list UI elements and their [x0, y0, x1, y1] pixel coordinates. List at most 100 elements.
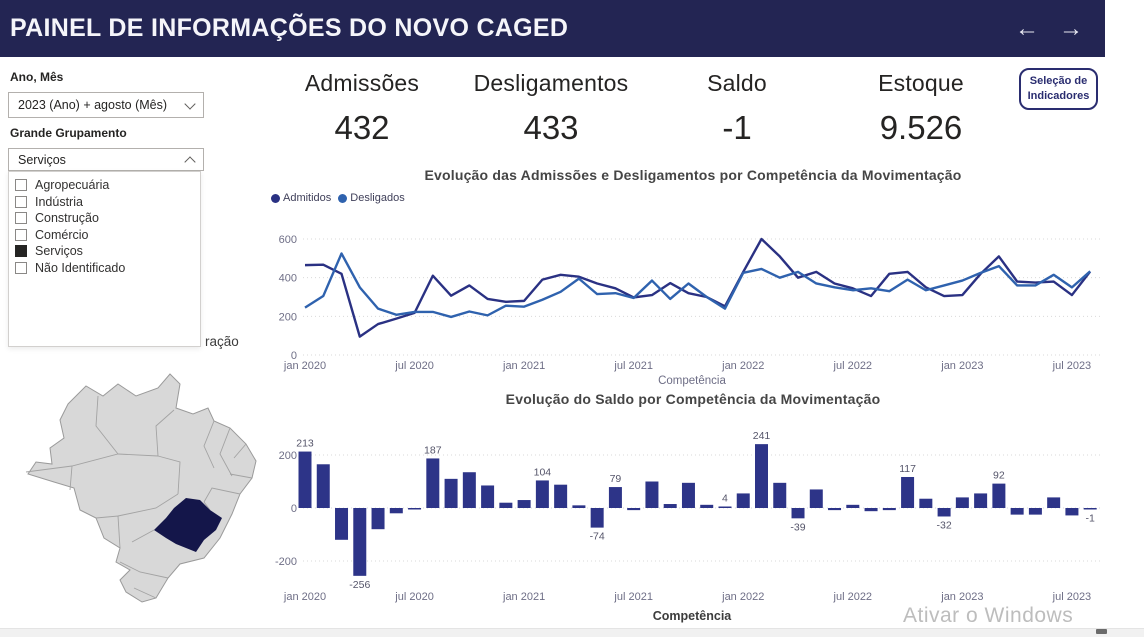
bar-mai-2021[interactable]: [590, 508, 604, 528]
bar-nov-2021[interactable]: [700, 504, 714, 508]
bar-jun-2022[interactable]: [828, 508, 842, 511]
bar-jan-2020[interactable]: [298, 451, 312, 508]
svg-text:jul 2022: jul 2022: [833, 360, 873, 372]
bar-jan-2021[interactable]: [517, 500, 531, 508]
bar-abr-2023[interactable]: [1010, 508, 1024, 515]
svg-text:187: 187: [424, 444, 442, 456]
svg-text:-256: -256: [349, 579, 370, 591]
line-chart[interactable]: 0 200 400 600 jan 2020 jul 2020 jan 2021 jul 20…: [279, 206, 1113, 390]
line-chart-title: Evolução das Admissões e Desligamentos p…: [424, 167, 962, 183]
svg-text:104: 104: [534, 466, 552, 478]
bar-jul-2023[interactable]: [1065, 508, 1079, 516]
bar-jun-2020[interactable]: [389, 508, 403, 514]
selecao-indicadores-button[interactable]: Seleção de Indicadores: [1019, 68, 1098, 110]
back-arrow-icon[interactable]: ←: [1015, 14, 1039, 42]
bar-mai-2022[interactable]: [809, 489, 823, 508]
checkbox-icon[interactable]: [15, 195, 27, 208]
bar-abr-2022[interactable]: [791, 508, 805, 519]
svg-text:4: 4: [722, 493, 728, 505]
svg-text:-1: -1: [1086, 513, 1095, 525]
bar-mai-2020[interactable]: [371, 508, 385, 530]
bar-abr-2021[interactable]: [572, 505, 586, 508]
bar-set-2021[interactable]: [663, 504, 677, 508]
bar-mar-2021[interactable]: [554, 484, 568, 508]
grupamento-option[interactable]: Agropecuária: [15, 177, 200, 194]
bar-dez-2020[interactable]: [499, 502, 513, 508]
bar-set-2020[interactable]: [444, 478, 458, 508]
grupamento-option[interactable]: Comércio: [15, 227, 200, 244]
bar-mar-2022[interactable]: [773, 482, 787, 508]
grupamento-option[interactable]: Serviços: [15, 243, 200, 260]
bar-abr-2020[interactable]: [353, 508, 367, 576]
checkbox-icon[interactable]: [15, 228, 27, 241]
legend-item[interactable]: Admitidos: [271, 192, 331, 204]
bar-chart-title: Evolução do Saldo por Competência da Mov…: [505, 391, 881, 407]
bar-out-2022[interactable]: [901, 476, 915, 508]
forward-arrow-icon[interactable]: →: [1059, 14, 1083, 42]
checkbox-icon[interactable]: [15, 245, 27, 258]
svg-text:213: 213: [296, 438, 314, 450]
grupamento-label: Grande Grupamento: [10, 126, 127, 140]
bar-jul-2022[interactable]: [846, 504, 860, 508]
bar-fev-2023[interactable]: [974, 493, 988, 508]
bar-ago-2021[interactable]: [645, 481, 659, 509]
bar-ago-2020[interactable]: [426, 458, 440, 508]
legend-item[interactable]: Desligados: [338, 192, 405, 204]
svg-text:Competência: Competência: [653, 609, 733, 623]
bar-jun-2023[interactable]: [1047, 497, 1061, 508]
bar-jan-2022[interactable]: [736, 493, 750, 508]
bar-ago-2023[interactable]: [1083, 508, 1097, 510]
bar-out-2020[interactable]: [462, 472, 476, 508]
grupamento-option[interactable]: Não Identificado: [15, 260, 200, 277]
svg-text:-32: -32: [937, 519, 952, 531]
bar-mar-2023[interactable]: [992, 483, 1006, 508]
option-label: Indústria: [35, 194, 83, 209]
option-label: Serviços: [35, 244, 83, 259]
line-series-desligados[interactable]: [304, 252, 1091, 319]
kpi-saldo: Saldo -1: [622, 70, 852, 147]
grupamento-option[interactable]: Construção: [15, 210, 200, 227]
line-chart-legend: Admitidos Desligados: [271, 192, 405, 204]
line-series-admitidos[interactable]: [304, 237, 1092, 338]
bar-ago-2022[interactable]: [864, 508, 878, 512]
bar-jul-2021[interactable]: [627, 508, 641, 511]
legend-label: Desligados: [350, 192, 405, 204]
ano-mes-value: 2023 (Ano) + agosto (Mês): [18, 98, 168, 112]
checkbox-icon[interactable]: [15, 212, 27, 225]
bar-fev-2021[interactable]: [535, 480, 549, 508]
kpi-desligamentos: Desligamentos 433: [436, 70, 666, 147]
bar-fev-2022[interactable]: [755, 444, 768, 508]
checkbox-icon[interactable]: [15, 179, 27, 192]
activate-windows-watermark: Ativar o Windows: [903, 604, 1074, 627]
bar-nov-2020[interactable]: [481, 485, 495, 508]
grupamento-option[interactable]: Indústria: [15, 194, 200, 211]
brazil-map[interactable]: [8, 366, 260, 606]
page-title: PAINEL DE INFORMAÇÕES DO NOVO CAGED: [10, 14, 569, 42]
svg-text:-200: -200: [275, 556, 297, 568]
header-banner: PAINEL DE INFORMAÇÕES DO NOVO CAGED ← →: [0, 0, 1105, 57]
legend-dot-icon: [338, 193, 348, 203]
bar-dez-2022[interactable]: [937, 508, 951, 517]
bar-jan-2023[interactable]: [955, 497, 969, 508]
bar-jul-2020[interactable]: [408, 508, 422, 510]
chevron-down-icon: [184, 97, 196, 110]
bar-fev-2020[interactable]: [316, 464, 330, 508]
bar-dez-2021[interactable]: [718, 506, 732, 509]
bar-set-2022[interactable]: [882, 508, 896, 511]
bar-jun-2021[interactable]: [608, 487, 622, 508]
bar-mai-2023[interactable]: [1028, 508, 1042, 515]
bar-nov-2022[interactable]: [919, 498, 933, 508]
grupamento-dropdown[interactable]: Serviços: [8, 148, 204, 171]
checkbox-icon[interactable]: [15, 261, 27, 274]
svg-text:600: 600: [279, 234, 297, 246]
svg-text:0: 0: [291, 503, 297, 515]
svg-text:92: 92: [993, 470, 1005, 482]
highlighted-state-minas-gerais[interactable]: [154, 498, 222, 552]
state-borders: [25, 395, 253, 599]
svg-text:-39: -39: [790, 521, 805, 533]
ano-mes-dropdown[interactable]: 2023 (Ano) + agosto (Mês): [8, 92, 204, 118]
brazil-states-shape[interactable]: [27, 373, 257, 603]
bar-out-2021[interactable]: [681, 482, 695, 508]
bar-mar-2020[interactable]: [335, 508, 349, 540]
